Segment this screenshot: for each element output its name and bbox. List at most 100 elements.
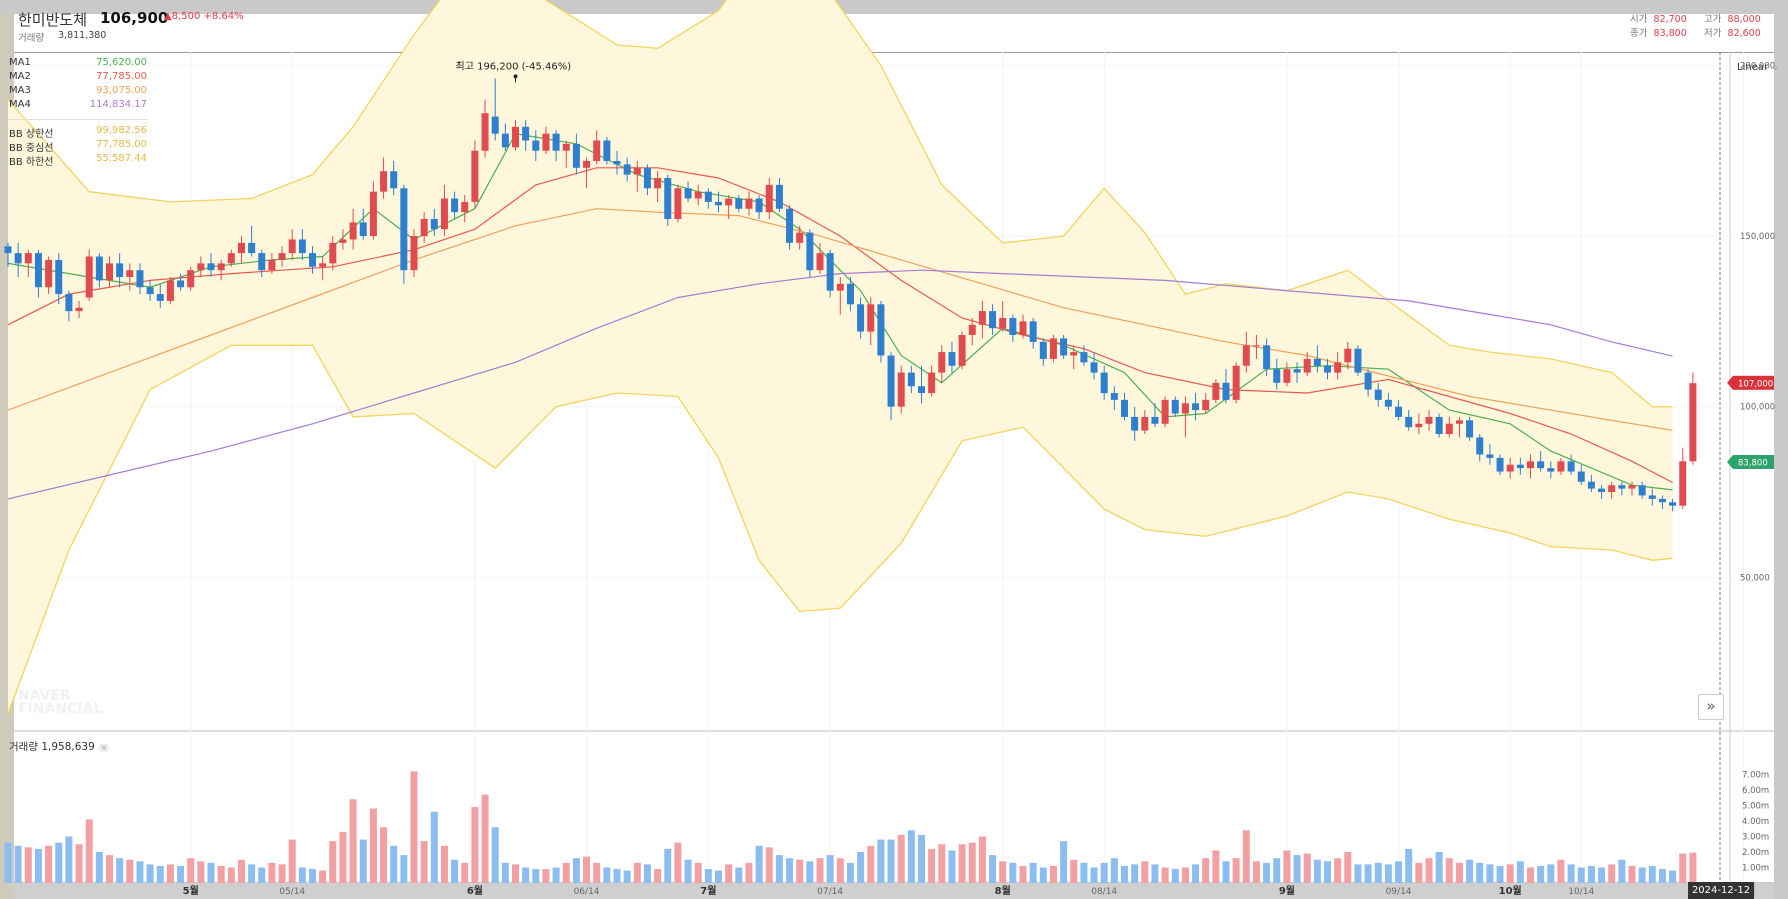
volume-bar bbox=[1557, 859, 1565, 883]
volume-bar bbox=[989, 855, 997, 883]
volume-bar bbox=[146, 864, 154, 883]
volume-bar bbox=[836, 858, 844, 883]
volume-bar bbox=[1516, 861, 1524, 883]
candle-body bbox=[1638, 485, 1646, 496]
candle-body bbox=[654, 178, 662, 189]
ma-price-tag-pointer bbox=[1727, 454, 1733, 469]
candle-body bbox=[1598, 488, 1606, 493]
candle-body bbox=[1029, 321, 1037, 342]
price-tick-label: 200,000 bbox=[1740, 61, 1775, 71]
candle-body bbox=[522, 126, 530, 141]
candle-body bbox=[339, 239, 347, 243]
candle-body bbox=[1648, 495, 1656, 499]
candle-body bbox=[1334, 362, 1342, 373]
candle-body bbox=[197, 263, 205, 271]
candle-body bbox=[907, 372, 915, 387]
x-tick-label: 06/14 bbox=[574, 887, 600, 897]
volume-bar bbox=[1039, 867, 1047, 883]
candle-body bbox=[735, 198, 743, 209]
volume-tick-label: 5.00m bbox=[1742, 802, 1769, 812]
candle-body bbox=[958, 335, 966, 366]
volume-bar bbox=[126, 859, 134, 883]
volume-tick-label: 2.00m bbox=[1742, 848, 1769, 858]
volume-bar bbox=[1324, 861, 1331, 883]
volume-bar bbox=[1395, 861, 1403, 883]
volume-bar bbox=[248, 864, 256, 883]
candle-body bbox=[1415, 423, 1423, 428]
volume-bar bbox=[268, 862, 276, 883]
candle-body bbox=[1273, 369, 1281, 383]
x-tick-label: 05/14 bbox=[279, 887, 305, 897]
candle-body bbox=[796, 232, 804, 243]
candle-body bbox=[1161, 399, 1169, 424]
candle-body bbox=[846, 283, 854, 305]
candle-body bbox=[694, 191, 702, 199]
candle-body bbox=[1658, 498, 1666, 503]
x-tick-label: 07/14 bbox=[817, 887, 843, 897]
candle-body bbox=[1232, 365, 1240, 400]
volume-bar bbox=[1232, 858, 1240, 883]
candle-body bbox=[1618, 485, 1626, 489]
close-icon[interactable]: × bbox=[98, 743, 109, 753]
candle-body bbox=[258, 253, 266, 271]
volume-bar bbox=[451, 859, 459, 883]
volume-bar bbox=[887, 839, 895, 883]
volume-bar bbox=[958, 844, 966, 883]
candle-body bbox=[1527, 461, 1534, 469]
candle-body bbox=[1039, 341, 1047, 359]
candle-body bbox=[34, 253, 42, 288]
candle-body bbox=[471, 150, 479, 202]
candle-body bbox=[704, 191, 712, 202]
volume-bar bbox=[1598, 867, 1606, 883]
volume-bar bbox=[928, 848, 936, 883]
collapse-panel-button[interactable]: » bbox=[1698, 694, 1724, 720]
volume-bar bbox=[1019, 865, 1027, 883]
candle-body bbox=[1121, 399, 1128, 417]
volume-bar bbox=[623, 870, 631, 883]
volume-tick-label: 4.00m bbox=[1742, 817, 1769, 827]
candle-body bbox=[1324, 365, 1331, 373]
volume-bar bbox=[400, 855, 408, 883]
volume-bar bbox=[187, 858, 195, 883]
volume-bar bbox=[907, 830, 915, 883]
candle-body bbox=[887, 355, 895, 407]
candle-body bbox=[1242, 345, 1250, 366]
candle-body bbox=[369, 191, 377, 237]
volume-bar bbox=[877, 839, 885, 883]
candle-body bbox=[816, 253, 824, 271]
candle-body bbox=[633, 167, 641, 175]
volume-bar bbox=[846, 862, 854, 883]
volume-bar bbox=[420, 841, 428, 883]
volume-bar bbox=[359, 839, 367, 883]
volume-bar bbox=[1364, 864, 1372, 883]
candle-body bbox=[1476, 437, 1484, 455]
volume-bar bbox=[1506, 864, 1514, 883]
volume-bar bbox=[1425, 858, 1433, 883]
volume-bar bbox=[369, 808, 377, 883]
volume-bar bbox=[1121, 865, 1128, 883]
candle-body bbox=[390, 171, 398, 189]
candle-body bbox=[1212, 382, 1220, 400]
volume-bar bbox=[95, 852, 103, 883]
candle-body bbox=[1100, 372, 1108, 394]
ma-line-ma2 bbox=[7, 167, 1673, 484]
volume-bar bbox=[1527, 867, 1534, 883]
volume-bar bbox=[1293, 855, 1301, 883]
volume-bar bbox=[217, 865, 225, 883]
volume-bar bbox=[1141, 861, 1149, 883]
scale-dropdown[interactable]: Linear ⌄ bbox=[1737, 62, 1780, 73]
volume-bar bbox=[897, 834, 905, 883]
volume-bar bbox=[1577, 867, 1585, 883]
volume-bar bbox=[786, 858, 794, 883]
candle-body bbox=[156, 294, 164, 301]
last-price-tag-pointer bbox=[1727, 375, 1733, 390]
candle-body bbox=[1049, 338, 1057, 359]
x-tick-label: 7월 bbox=[700, 885, 716, 897]
candle-body bbox=[359, 222, 367, 237]
volume-bar bbox=[765, 847, 773, 883]
volume-bar bbox=[136, 861, 144, 883]
candle-body bbox=[136, 270, 144, 288]
candle-body bbox=[146, 287, 154, 295]
candle-body bbox=[572, 143, 580, 168]
